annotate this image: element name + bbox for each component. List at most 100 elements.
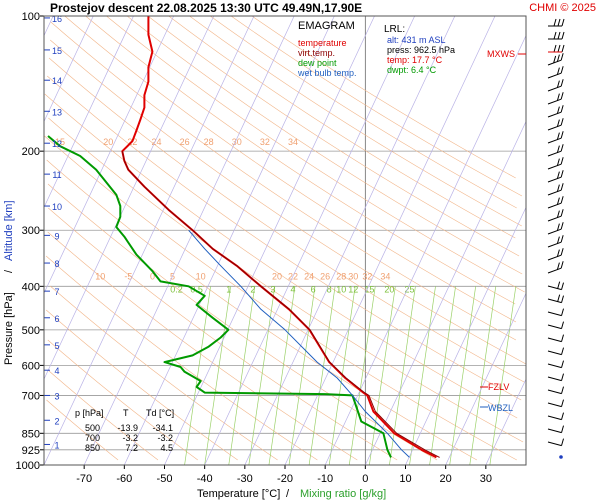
wind-barb-feather bbox=[561, 308, 565, 316]
table-row-1-p: 700 bbox=[85, 433, 100, 443]
moist-adiabat-label: 24 bbox=[304, 271, 314, 281]
lrl-box: LRL: alt: 431 m ASL press: 962.5 hPa tem… bbox=[384, 24, 455, 75]
axes: 1002003004005006007008509251000123456789… bbox=[16, 11, 492, 485]
wind-barb-shaft bbox=[547, 415, 562, 421]
wbzl-label: WBZL bbox=[488, 403, 513, 413]
series-wet-bulb-temp-line bbox=[188, 229, 410, 458]
y-tick-label: 100 bbox=[22, 11, 40, 23]
dry-adiabat-line bbox=[44, 135, 517, 461]
mixing-ratio-label: 3 bbox=[270, 285, 275, 295]
legend-title: EMAGRAM bbox=[298, 20, 355, 32]
wind-barb-shaft bbox=[547, 389, 562, 395]
altitude-tick-label: 3 bbox=[54, 391, 59, 401]
moist-adiabat-label: 26 bbox=[320, 271, 330, 281]
wind-barb-feather bbox=[556, 80, 560, 88]
wind-barb-feather bbox=[556, 106, 560, 114]
wind-barb-shaft bbox=[547, 363, 562, 369]
dry-adiabat-line bbox=[50, 39, 527, 365]
mixing-ratio-label: 15 bbox=[364, 285, 374, 295]
plot-area bbox=[44, 16, 526, 465]
y-tick-label: 1000 bbox=[16, 460, 40, 472]
wind-barb-feather bbox=[556, 67, 560, 75]
dry-adiabat-line bbox=[189, 15, 522, 227]
lrl-title: LRL: bbox=[384, 24, 405, 35]
x-tick-label: -70 bbox=[76, 473, 92, 485]
wind-barb-shaft bbox=[547, 298, 562, 304]
mixing-ratio-line bbox=[248, 286, 276, 466]
wind-barb-feather bbox=[560, 183, 564, 191]
moist-adiabat-label: 15 bbox=[55, 137, 65, 147]
wind-barb-shaft bbox=[547, 441, 562, 447]
moist-adiabat-label: 10 bbox=[95, 271, 105, 281]
dry-adiabat-line bbox=[50, 285, 278, 461]
wind-barb-shaft bbox=[547, 311, 562, 317]
isotherm-line bbox=[124, 15, 335, 466]
fzlv-label: FZLV bbox=[488, 382, 509, 392]
wind-barb-shaft bbox=[547, 111, 562, 118]
dry-adiabat-line bbox=[48, 207, 398, 461]
dry-adiabat-line bbox=[210, 15, 517, 209]
wind-barb-feather bbox=[556, 119, 560, 127]
wind-barb-feather bbox=[560, 118, 564, 126]
table-row-0-p: 500 bbox=[85, 423, 100, 433]
isotherm-line bbox=[405, 207, 527, 466]
wind-barb-shaft bbox=[547, 376, 562, 382]
mixing-ratio-label: 4 bbox=[291, 285, 296, 295]
wind-barb-feather bbox=[561, 438, 565, 446]
altitude-tick-label: 5 bbox=[54, 341, 59, 351]
grid bbox=[44, 16, 526, 465]
altitude-tick-label: 16 bbox=[52, 14, 62, 24]
wind-barb-shaft bbox=[547, 85, 562, 92]
wind-barb-feather bbox=[560, 79, 564, 87]
wind-barb-shaft bbox=[547, 98, 562, 105]
moist-adiabat-label: 26 bbox=[180, 137, 190, 147]
mixing-ratio-line bbox=[369, 286, 396, 466]
mixing-ratio-label: 0.2 bbox=[170, 285, 183, 295]
altitude-tick-label: 10 bbox=[52, 202, 62, 212]
wind-barb-feather bbox=[556, 158, 560, 166]
dry-adiabat-line bbox=[44, 93, 518, 419]
chart-title: Prostejov descent 22.08.2025 13:30 UTC 4… bbox=[50, 1, 362, 15]
x-tick-label: 10 bbox=[399, 473, 411, 485]
wind-barb-feather bbox=[556, 210, 560, 218]
wind-barb-feather bbox=[560, 248, 564, 256]
altitude-tick-label: 15 bbox=[52, 46, 62, 56]
altitude-tick-label: 1 bbox=[54, 440, 59, 450]
wind-barb-shaft bbox=[547, 337, 562, 343]
moist-adiabat-label: 30 bbox=[348, 271, 358, 281]
x-tick-label: -20 bbox=[277, 473, 293, 485]
dry-adiabat-line bbox=[47, 339, 198, 461]
isotherm-line bbox=[445, 293, 527, 466]
dry-adiabat-line bbox=[64, 15, 517, 323]
y-tick-label: 400 bbox=[22, 281, 40, 293]
dry-adiabat-line bbox=[230, 15, 523, 197]
isotherm-line bbox=[365, 121, 527, 466]
isotherm-line bbox=[43, 15, 174, 294]
wind-barb-feather bbox=[561, 360, 565, 368]
moist-adiabat-label: 32 bbox=[362, 271, 372, 281]
moist-adiabat-label: 0 bbox=[150, 271, 155, 281]
x-tick-label: 30 bbox=[480, 473, 492, 485]
moist-adiabat-label: 24 bbox=[151, 137, 161, 147]
table-header-td: Td [°C] bbox=[146, 408, 174, 418]
moist-adiabat-label: -5 bbox=[124, 271, 132, 281]
lrl-alt: alt: 431 m ASL bbox=[387, 35, 446, 45]
moist-adiabat-label: 28 bbox=[204, 137, 214, 147]
dry-adiabat-line bbox=[126, 15, 523, 275]
mixing-ratio-line bbox=[389, 286, 416, 466]
mixing-ratio-line bbox=[288, 286, 316, 466]
wind-barb-shaft bbox=[547, 241, 562, 248]
wind-barb-feather bbox=[561, 334, 565, 342]
table-header-t: T bbox=[123, 408, 129, 418]
altitude-tick-label: 7 bbox=[54, 287, 59, 297]
mixing-ratio-line bbox=[308, 286, 336, 466]
wind-barb-feather bbox=[561, 295, 565, 303]
wind-barb-feather bbox=[556, 171, 560, 179]
dry-adiabat-line bbox=[168, 15, 516, 239]
mixing-ratio-line bbox=[489, 286, 517, 466]
y-tick-label: 200 bbox=[22, 146, 40, 158]
dry-adiabat-line bbox=[46, 309, 238, 461]
isotherms bbox=[43, 15, 527, 466]
moist-adiabat-label: 10 bbox=[196, 271, 206, 281]
dry-adiabat-line bbox=[47, 75, 522, 401]
